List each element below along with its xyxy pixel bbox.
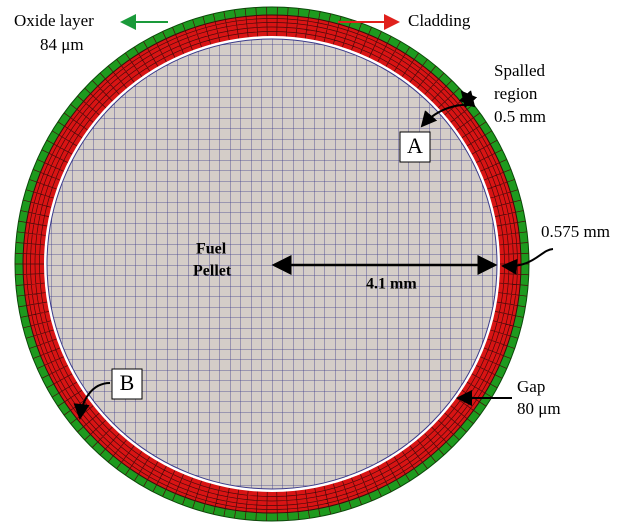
label: A [407, 133, 423, 158]
label: 0.5 mm [494, 107, 546, 126]
label: Gap [517, 377, 545, 396]
b-arrow [73, 382, 111, 420]
label: region [494, 84, 538, 103]
label: Spalled [494, 61, 545, 80]
label: 84 μm [40, 35, 84, 54]
spalled-span [458, 90, 478, 108]
label: Pellet [193, 263, 232, 280]
thickness-arrow [501, 248, 554, 275]
label: 4.1 mm [366, 276, 417, 293]
label: Oxide layer [14, 11, 94, 30]
label: Fuel [196, 241, 227, 258]
label: 0.575 mm [541, 222, 610, 241]
label-box [399, 131, 431, 163]
label: Cladding [408, 11, 471, 30]
label: B [120, 370, 135, 395]
label-box [111, 368, 143, 400]
label: 80 μm [517, 399, 561, 418]
